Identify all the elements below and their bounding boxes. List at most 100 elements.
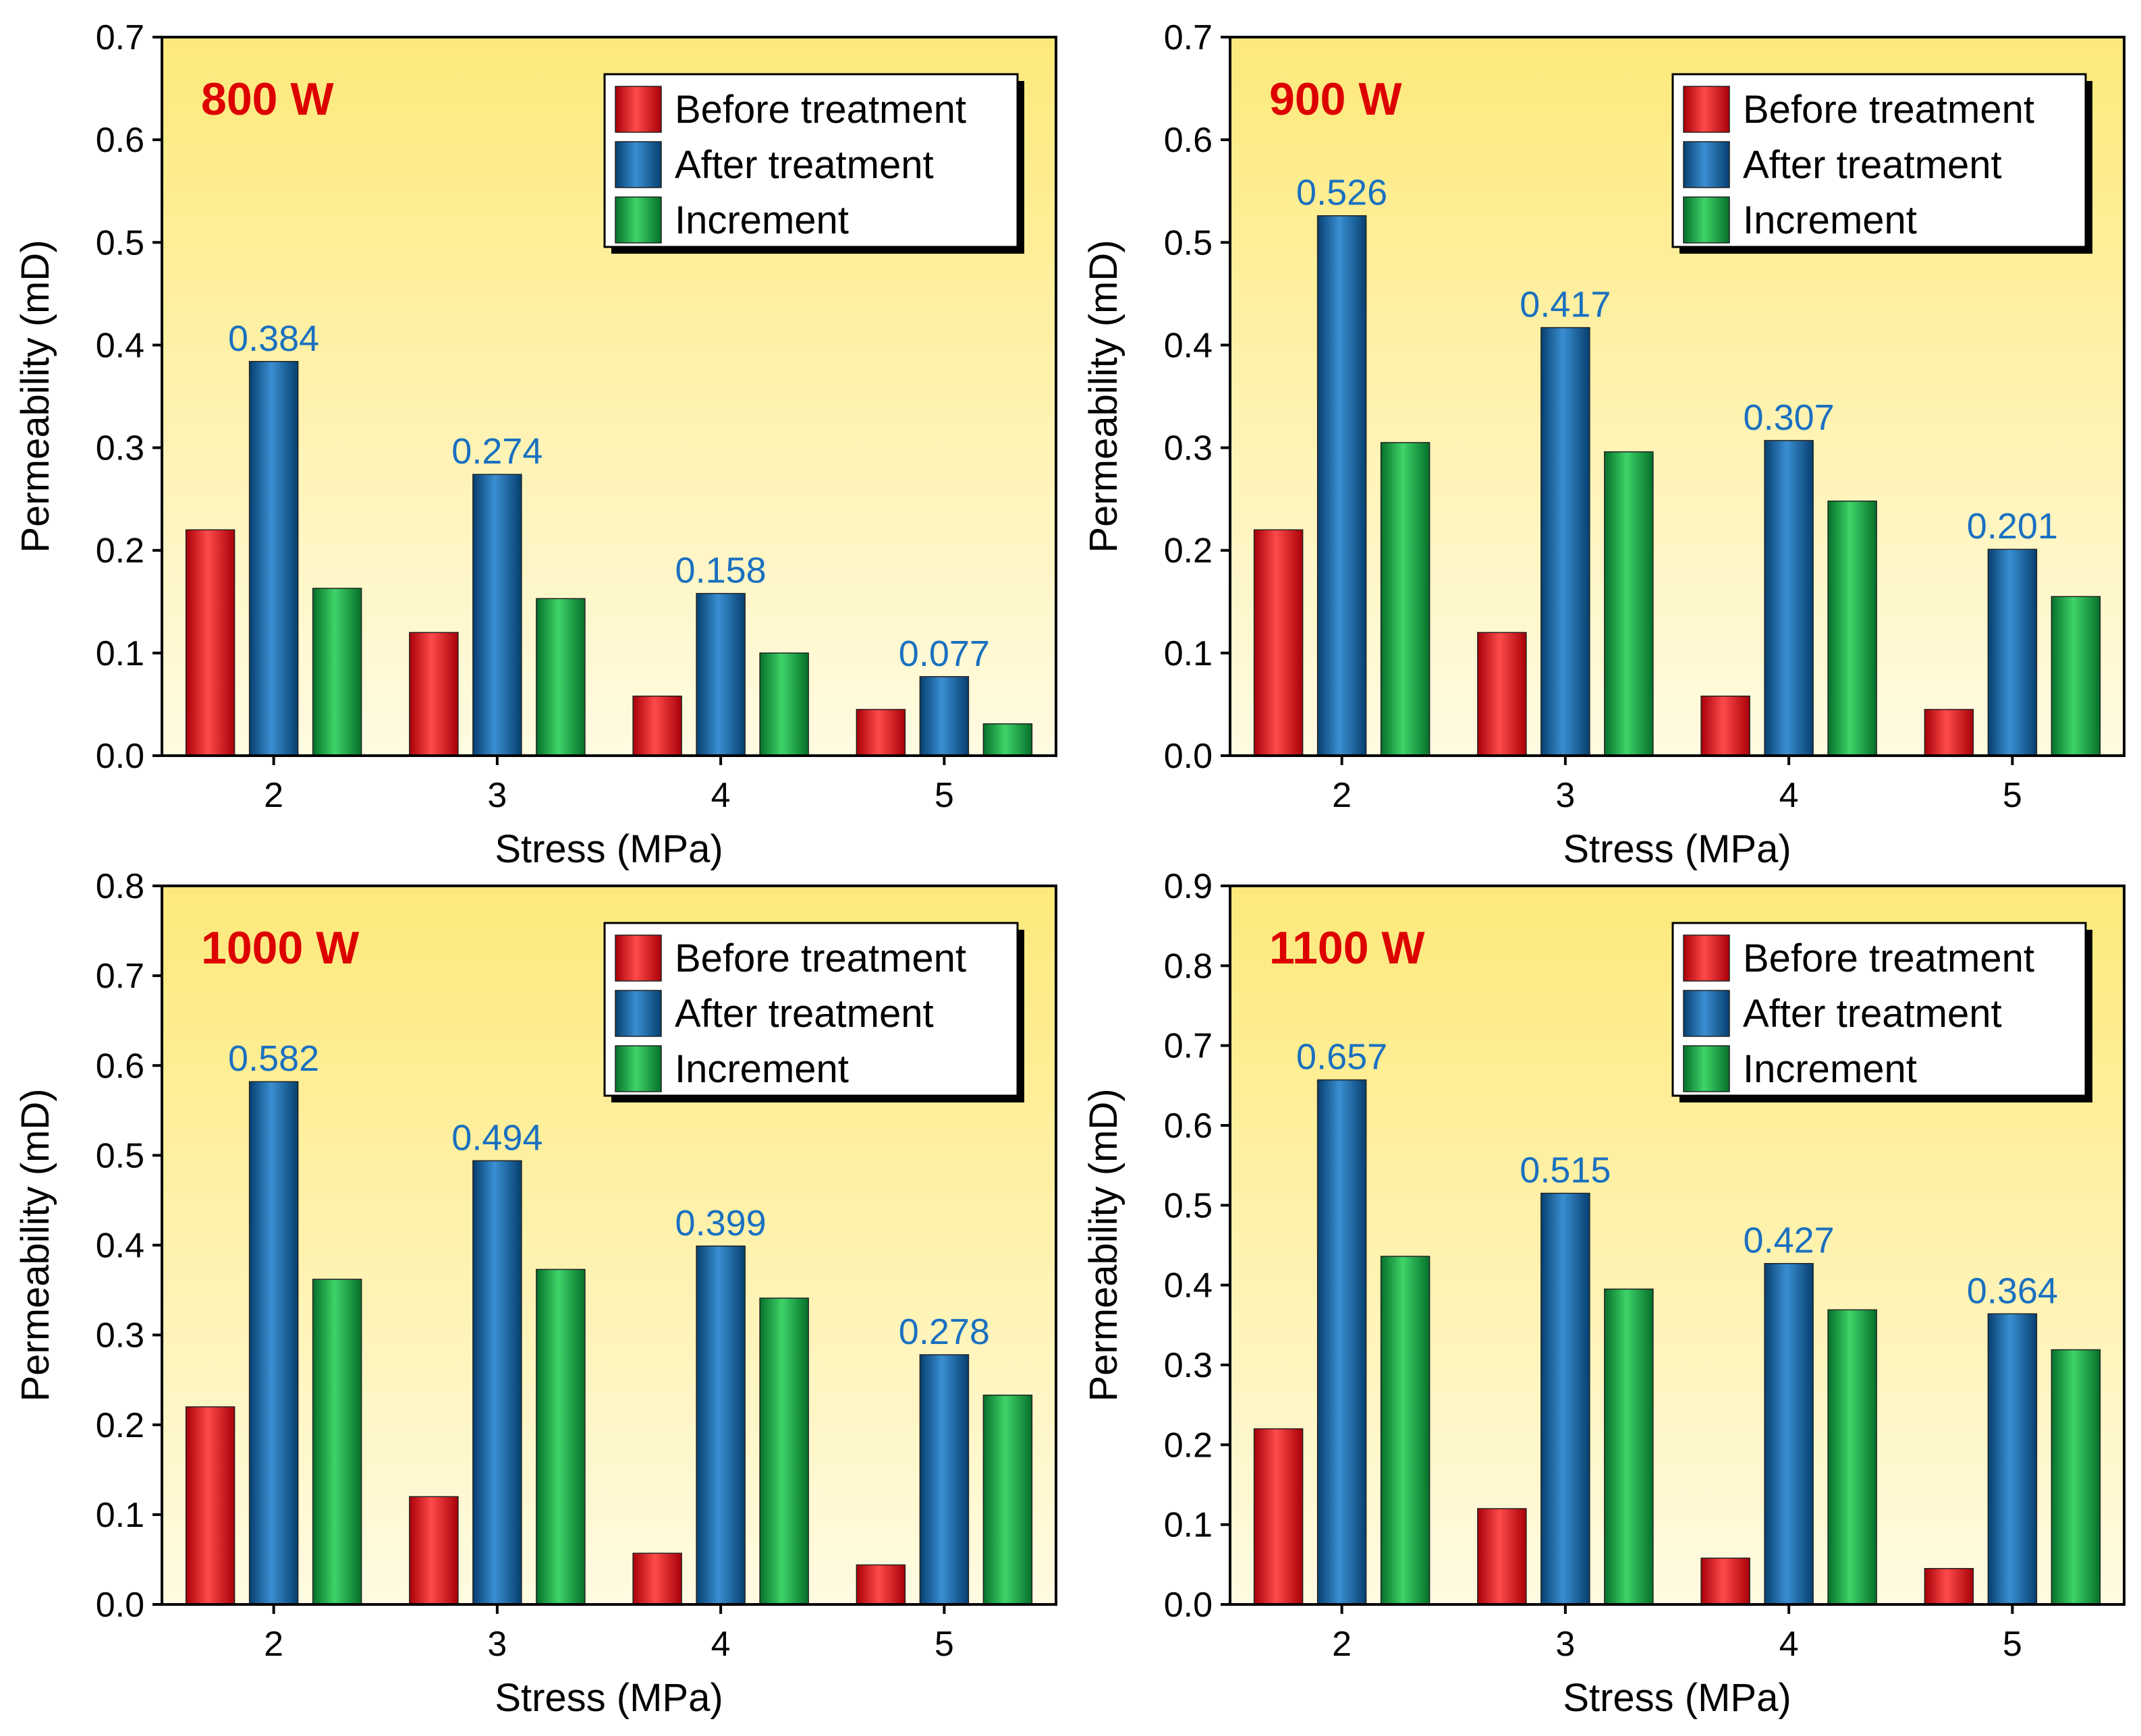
x-tick-label: 5 [2003, 1625, 2022, 1664]
y-tick-label: 0.1 [96, 1496, 144, 1535]
bar-increment-3 [1604, 1288, 1654, 1605]
y-tick-label: 0.4 [96, 326, 144, 365]
y-tick-label: 0.2 [96, 532, 144, 571]
y-tick-label: 0.4 [96, 1227, 144, 1266]
y-tick-label: 0.1 [1164, 1506, 1213, 1545]
data-label-2: 0.582 [228, 1038, 319, 1079]
x-tick-label: 5 [935, 776, 954, 815]
legend-swatch-after-treatment [1683, 990, 1730, 1037]
y-tick-label: 0.7 [96, 957, 144, 996]
x-tick-label: 4 [1779, 776, 1799, 815]
y-tick-label: 0.0 [1164, 737, 1213, 776]
bar-after-treatment-2 [1316, 215, 1367, 756]
y-tick-label: 0.9 [1164, 867, 1213, 906]
y-tick-label: 0.3 [1164, 429, 1213, 468]
bar-after-treatment-4 [1764, 1262, 1814, 1605]
bar-after-treatment-5 [919, 676, 970, 756]
plot-frame [161, 36, 1057, 757]
data-label-4: 0.427 [1744, 1221, 1835, 1261]
y-tick-label: 0.6 [1164, 1107, 1213, 1146]
y-tick-label: 0.0 [1164, 1586, 1213, 1625]
x-axis-title: Stress (MPa) [495, 1676, 723, 1720]
legend-label-after-treatment: After treatment [1743, 143, 2002, 187]
legend-swatch-before-treatment [1683, 934, 1730, 982]
x-axis-title: Stress (MPa) [495, 827, 723, 871]
y-axis-title: Permeability (mD) [13, 1088, 57, 1401]
bar-after-treatment-5 [1987, 1313, 2038, 1605]
bar-after-treatment-3 [1540, 327, 1590, 756]
bar-increment-4 [1827, 500, 1877, 756]
legend-label-after-treatment: After treatment [675, 992, 934, 1036]
y-tick-label: 0.4 [1164, 1266, 1213, 1306]
x-tick-label: 3 [1555, 1625, 1575, 1664]
legend-swatch-before-treatment [615, 86, 662, 133]
bar-increment-3 [536, 1268, 586, 1605]
bar-increment-2 [1380, 442, 1430, 756]
bar-before-treatment-5 [1924, 1568, 1974, 1605]
y-tick-label: 0.2 [96, 1406, 144, 1445]
plot-frame [1229, 36, 2125, 757]
y-axis-title: Permeability (mD) [13, 240, 57, 553]
legend-label-increment: Increment [1743, 198, 1917, 242]
y-tick-label: 0.3 [1164, 1346, 1213, 1385]
bar-before-treatment-2 [185, 1406, 235, 1605]
legend-label-after-treatment: After treatment [675, 143, 934, 187]
bar-increment-3 [536, 598, 586, 756]
bar-after-treatment-2 [248, 1081, 299, 1605]
y-tick-label: 0.5 [1164, 1186, 1213, 1225]
y-tick-label: 0.1 [96, 634, 144, 673]
data-label-3: 0.417 [1520, 285, 1611, 325]
y-tick-label: 0.4 [1164, 326, 1213, 365]
y-tick-label: 0.8 [1164, 947, 1213, 986]
data-label-2: 0.657 [1296, 1037, 1387, 1077]
legend-box [603, 922, 1019, 1097]
bar-before-treatment-4 [632, 1552, 682, 1605]
legend-box [1671, 922, 2087, 1097]
y-tick-label: 0.5 [1164, 223, 1213, 262]
y-tick-label: 0.2 [1164, 532, 1213, 571]
y-tick-label: 0.7 [1164, 18, 1213, 57]
data-label-5: 0.364 [1967, 1270, 2058, 1311]
x-axis-title: Stress (MPa) [1563, 827, 1791, 871]
bar-after-treatment-3 [472, 474, 522, 756]
legend-swatch-increment [1683, 196, 1730, 244]
panel-title: 800 W [201, 74, 334, 125]
bar-increment-2 [312, 1279, 362, 1605]
bar-before-treatment-3 [1477, 632, 1527, 756]
y-tick-label: 0.3 [96, 1316, 144, 1355]
plot-frame [1229, 885, 2125, 1606]
x-tick-label: 4 [711, 776, 731, 815]
bar-before-treatment-3 [409, 1496, 459, 1605]
bar-increment-2 [312, 588, 362, 756]
data-label-3: 0.515 [1520, 1150, 1611, 1191]
bar-before-treatment-5 [1924, 708, 1974, 756]
x-axis-title: Stress (MPa) [1563, 1676, 1791, 1720]
bar-after-treatment-5 [919, 1354, 970, 1605]
bar-before-treatment-2 [1253, 529, 1304, 756]
chart-900-w: 0.526 0.417 0.307 0.201 0.0 0.1 0.2 0.3 0.4 0.5 0.… [1082, 18, 2125, 871]
x-tick-label: 3 [487, 1625, 507, 1664]
x-tick-label: 2 [264, 1625, 283, 1664]
y-axis-title: Permeability (mD) [1082, 240, 1125, 553]
bar-before-treatment-4 [632, 696, 682, 756]
legend-swatch-increment [1683, 1045, 1730, 1092]
bar-increment-2 [1380, 1256, 1430, 1605]
bar-before-treatment-3 [409, 632, 459, 756]
bar-before-treatment-3 [1477, 1508, 1527, 1605]
y-tick-label: 0.3 [96, 429, 144, 468]
chart-1000-w: 0.582 0.494 0.399 0.278 0.0 0.1 0.2 0.3 0.4 0.5 0.… [13, 867, 1057, 1720]
bar-before-treatment-5 [856, 1564, 906, 1605]
bar-after-treatment-3 [1540, 1192, 1590, 1605]
data-label-2: 0.526 [1296, 173, 1387, 213]
legend-swatch-after-treatment [1683, 141, 1730, 188]
panel-title: 900 W [1269, 74, 1402, 125]
legend-box [603, 73, 1019, 248]
legend-label-increment: Increment [1743, 1047, 1917, 1091]
x-tick-label: 2 [264, 776, 283, 815]
chart-1100-w: 0.657 0.515 0.427 0.364 0.0 0.1 0.2 0.3 0.4 0.5 0.… [1082, 867, 2125, 1720]
y-tick-label: 0.6 [96, 121, 144, 160]
y-tick-label: 0.0 [96, 737, 144, 776]
legend-label-after-treatment: After treatment [1743, 992, 2002, 1036]
x-tick-label: 2 [1332, 776, 1352, 815]
x-tick-label: 4 [711, 1625, 731, 1664]
